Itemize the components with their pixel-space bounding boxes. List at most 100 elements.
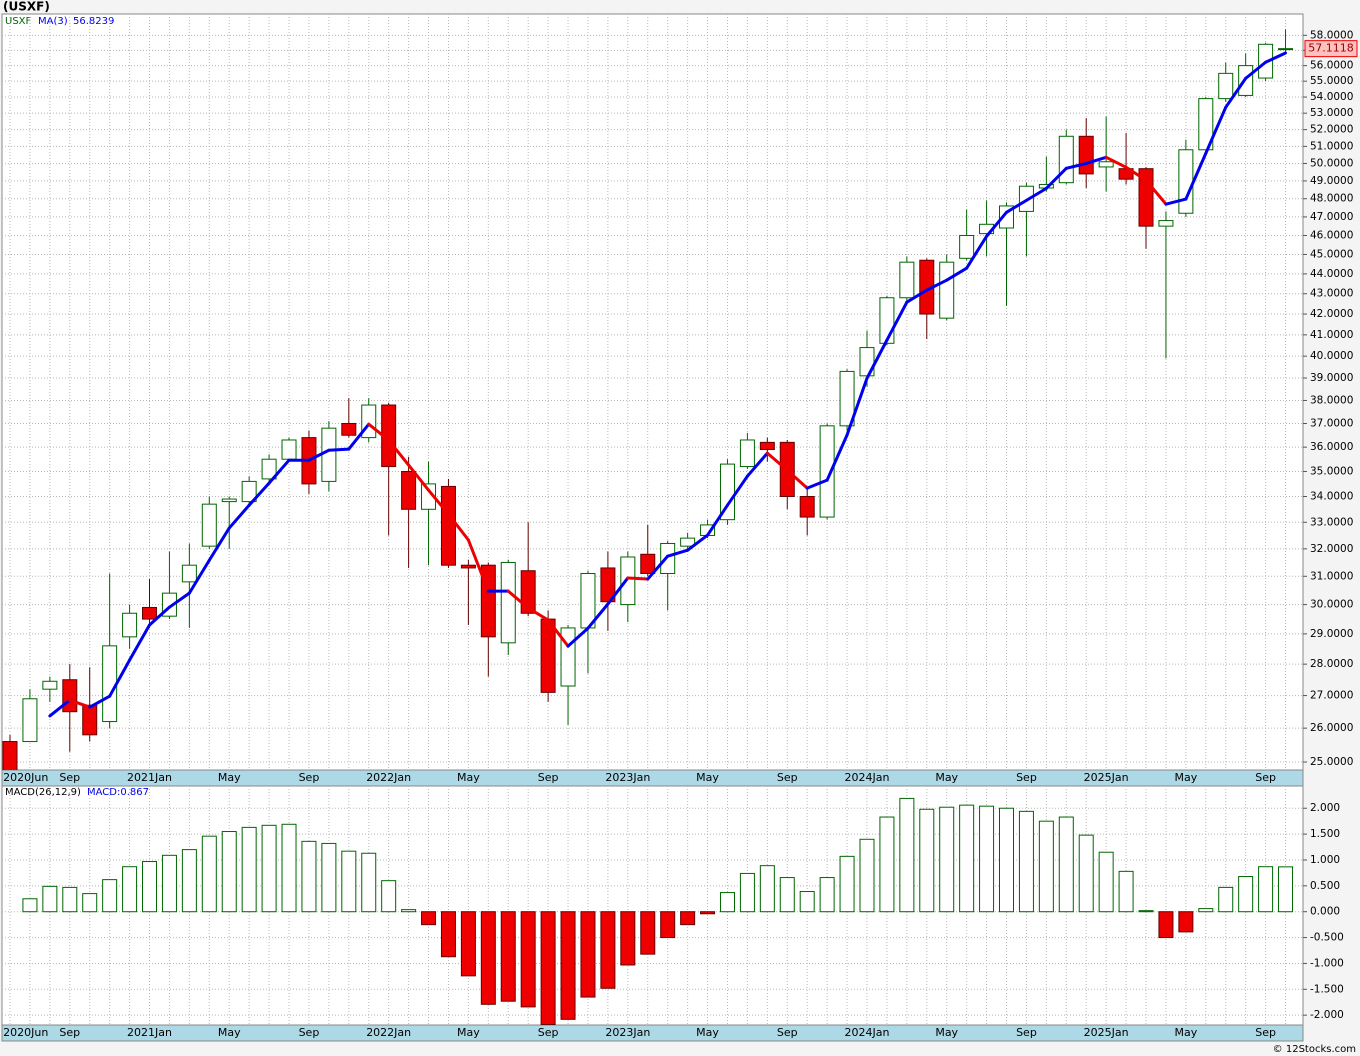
y-tick-label: -1.000 <box>1310 957 1344 969</box>
ma-line <box>546 618 570 648</box>
macd-bar <box>939 806 955 913</box>
x-tick-label: 2025Jan <box>1084 771 1129 784</box>
y-tick-label: 32.0000 <box>1310 543 1353 555</box>
macd-bar <box>321 842 337 913</box>
macd-bar <box>440 911 456 958</box>
price-panel <box>1 13 1304 771</box>
macd-bar <box>680 911 696 926</box>
y-tick-label: 42.0000 <box>1310 308 1353 320</box>
candle-body <box>520 570 536 614</box>
macd-bar <box>1118 870 1134 913</box>
candle-body <box>939 261 955 319</box>
y-tick-label: 2.000 <box>1310 802 1340 814</box>
ma-line <box>1204 105 1228 155</box>
legend-ma: MA(3) <box>38 16 68 27</box>
y-tick-label: 28.0000 <box>1310 658 1353 670</box>
macd-bar <box>1158 911 1174 939</box>
macd-bar <box>859 838 875 913</box>
macd-bar <box>1178 911 1194 933</box>
y-tick-label: 46.0000 <box>1310 229 1353 241</box>
candle-body <box>839 370 855 427</box>
macd-bar <box>919 808 935 913</box>
macd-bar <box>122 866 138 913</box>
x-tick-label: May <box>457 771 480 784</box>
macd-bar <box>620 911 636 966</box>
ma-line <box>387 438 411 467</box>
x-tick-label: May <box>457 1026 480 1039</box>
x-tick-label: May <box>696 1026 719 1039</box>
macd-bar <box>719 892 735 913</box>
x-tick-label: May <box>218 1026 241 1039</box>
candle-body <box>1158 220 1174 227</box>
ma-line <box>427 488 450 516</box>
macd-bar <box>1038 820 1054 913</box>
ma-line <box>307 448 331 462</box>
macd-bar <box>241 826 257 913</box>
ma-line <box>566 626 590 648</box>
macd-bar <box>560 911 576 1020</box>
y-tick-label: 58.0000 <box>1310 29 1353 41</box>
macd-bar <box>62 886 78 913</box>
macd-bar <box>1018 810 1034 913</box>
candle-body <box>1178 149 1194 214</box>
candle-body <box>1078 135 1094 175</box>
macd-bar <box>381 880 397 913</box>
ma-line <box>407 463 431 492</box>
ma-line <box>128 623 152 662</box>
ma-line <box>1005 198 1028 214</box>
y-tick-label: -2.000 <box>1310 1009 1344 1021</box>
ma-line <box>446 512 470 542</box>
x-tick-label: Sep <box>538 1026 559 1039</box>
candle-body <box>660 542 676 574</box>
ma-line <box>1244 60 1268 80</box>
candle-body <box>819 425 835 518</box>
candle-body <box>42 680 58 690</box>
ma-line <box>925 278 949 292</box>
ma-line <box>267 458 291 485</box>
y-tick-label: 49.0000 <box>1310 175 1353 187</box>
y-tick-label: 53.0000 <box>1310 107 1353 119</box>
candle-body <box>460 564 476 569</box>
macd-bar <box>361 852 377 913</box>
ma-line <box>945 266 969 282</box>
x-tick-label: May <box>696 771 719 784</box>
macd-bar <box>999 807 1014 913</box>
candle-body <box>1058 135 1074 184</box>
candle-body <box>2 741 18 770</box>
macd-bar <box>1258 866 1274 913</box>
macd-bar <box>161 854 177 913</box>
ma-line <box>686 533 710 552</box>
macd-bar <box>1138 910 1154 913</box>
macd-bar <box>739 872 755 913</box>
macd-bar <box>899 797 915 913</box>
ma-line <box>865 338 889 380</box>
ma-line <box>626 576 650 581</box>
macd-bar <box>979 805 995 913</box>
candle-body <box>799 496 815 518</box>
candle-body <box>261 458 277 480</box>
x-tick-label: 2022Jan <box>366 771 411 784</box>
candle-body <box>719 463 735 521</box>
y-tick-label: 36.0000 <box>1310 441 1353 453</box>
ma-line <box>785 468 809 490</box>
ma-line <box>207 526 231 562</box>
x-tick-label: Sep <box>538 771 559 784</box>
macd-bar <box>759 865 775 913</box>
y-tick-label: 33.0000 <box>1310 516 1353 528</box>
ma-line <box>526 606 550 622</box>
y-tick-label: 35.0000 <box>1310 465 1353 477</box>
x-tick-label: Sep <box>1255 1026 1276 1039</box>
candle-body <box>241 480 257 503</box>
x-tick-label: May <box>1174 771 1197 784</box>
macd-bar <box>1078 834 1094 913</box>
macd-legend: MACD:0.867 <box>87 787 149 798</box>
macd-bar <box>580 911 596 998</box>
ma-line <box>466 538 490 593</box>
ma-line <box>1264 51 1288 64</box>
candle-body <box>62 679 78 713</box>
ma-line <box>108 658 132 698</box>
y-tick-label: 54.0000 <box>1310 91 1353 103</box>
candle-body <box>1218 72 1234 100</box>
y-tick-label: 52.0000 <box>1310 124 1353 136</box>
